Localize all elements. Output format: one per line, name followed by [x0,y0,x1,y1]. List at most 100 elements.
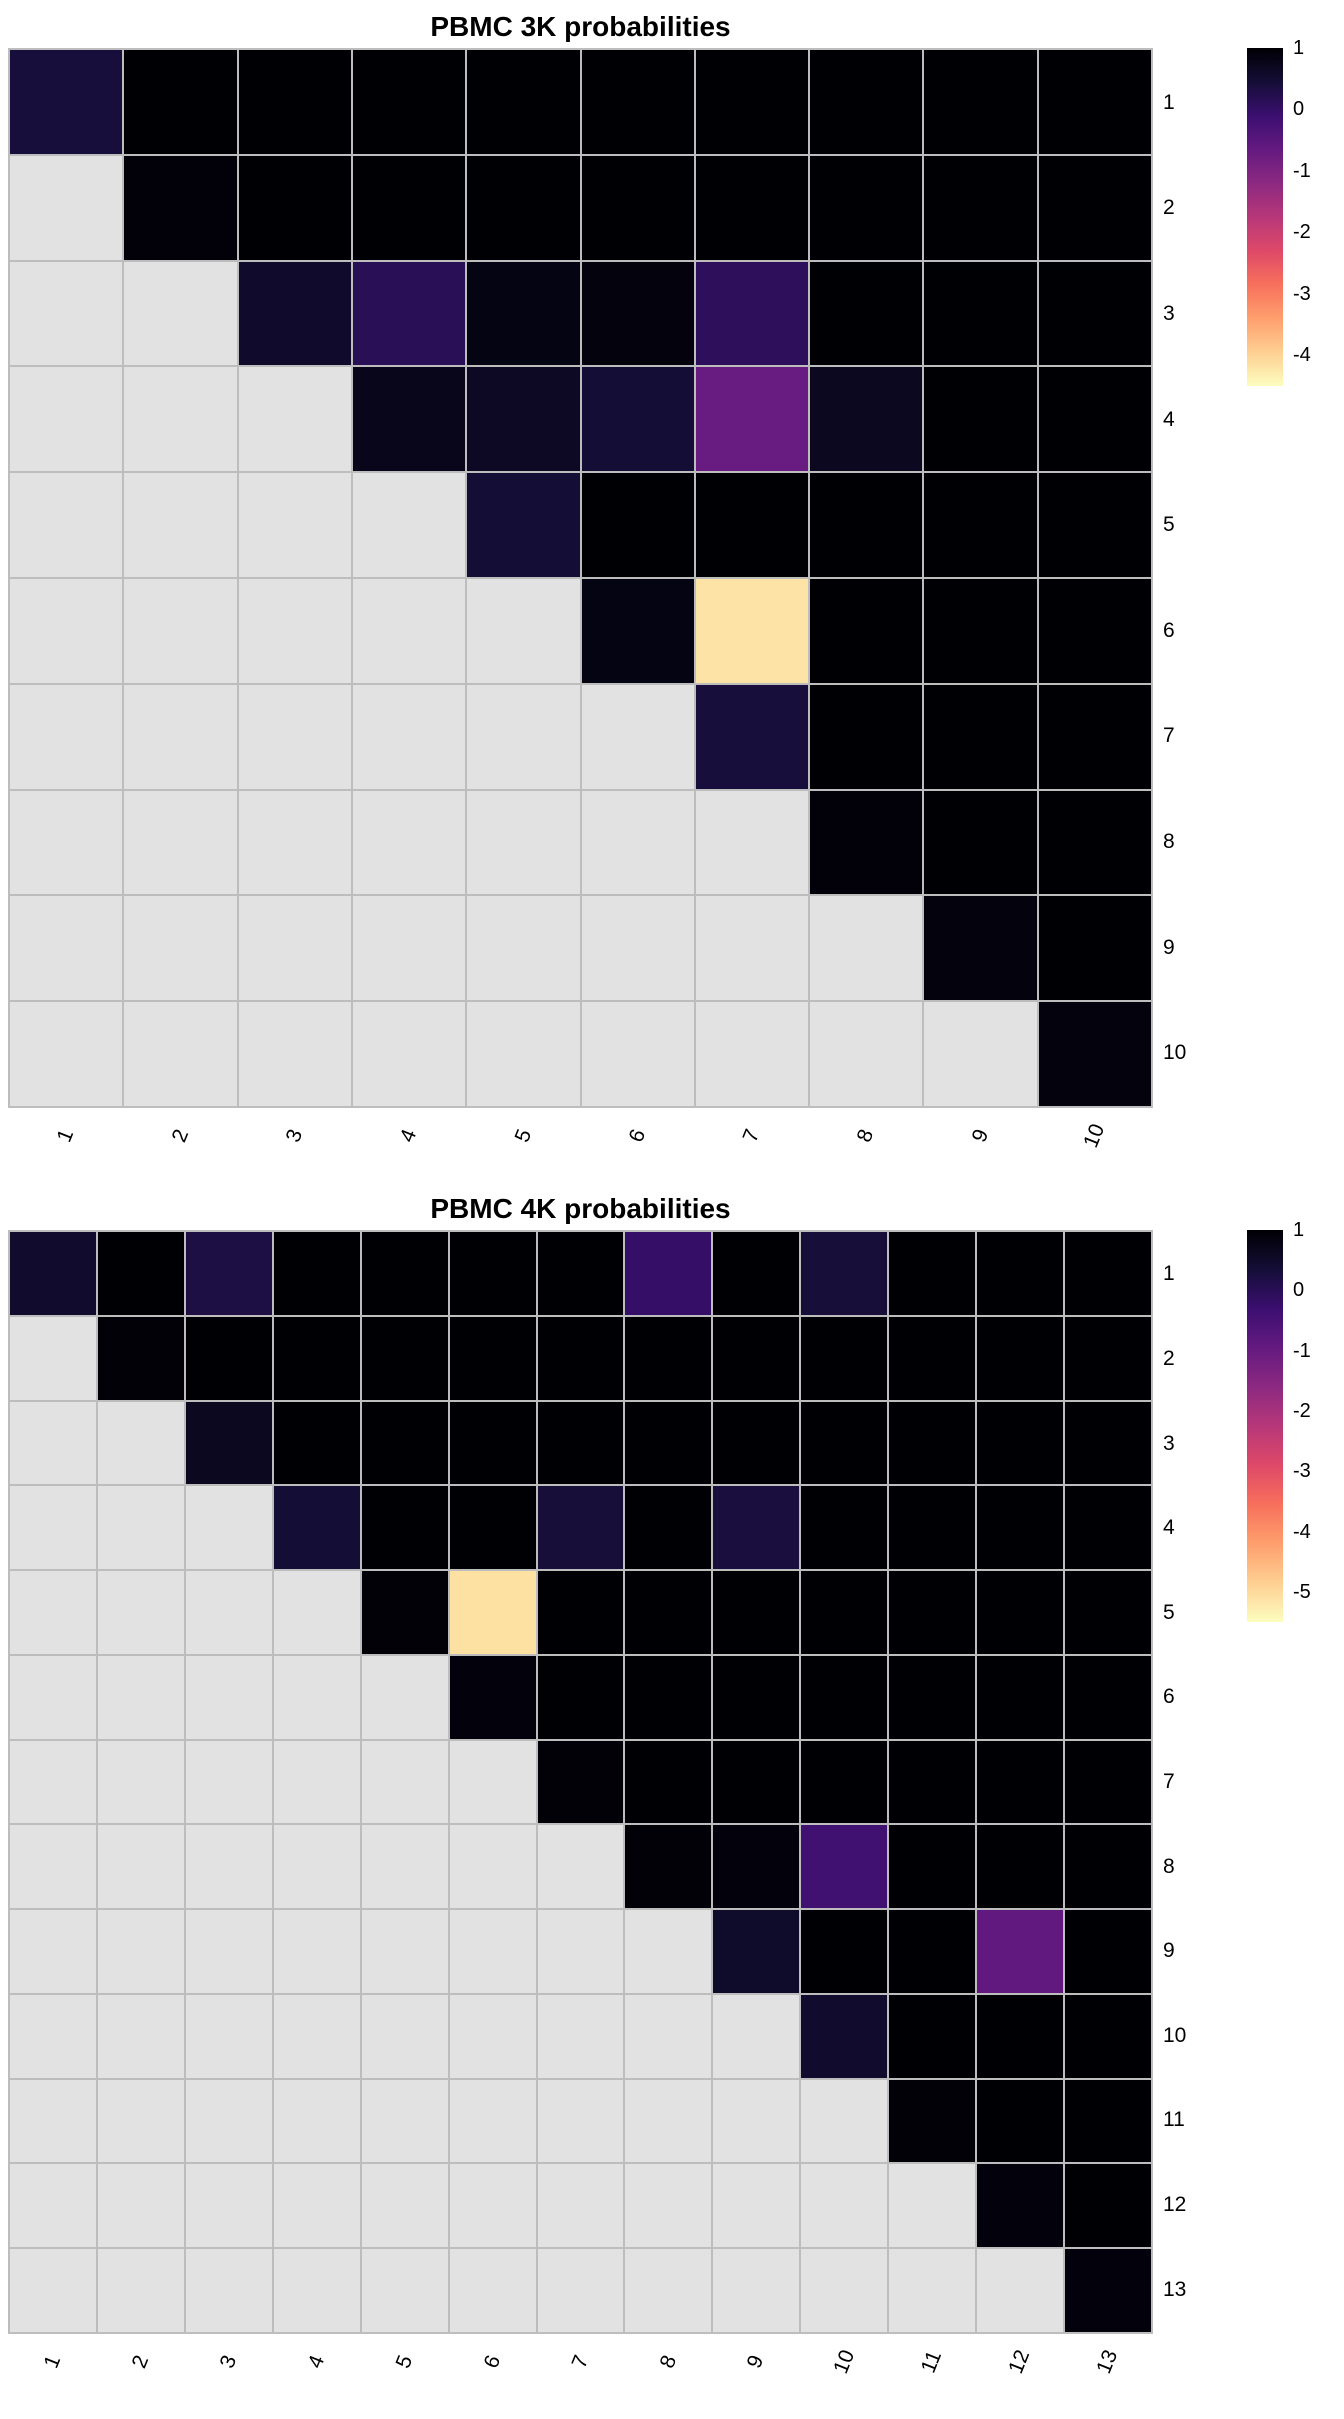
x-axis-tick-label: 3 [215,2352,242,2372]
heatmap-cell [10,1486,96,1570]
heatmap-cell [977,1910,1064,1993]
heatmap-cell [537,1994,624,2078]
heatmap-cell [124,684,237,789]
plot-column: PBMC 4K probabilities 1 2 3 4 5 6 7 8 9 10 11 12 13 [8,1188,1153,2400]
heatmap-cell [801,1910,888,1993]
plot-column: PBMC 3K probabilities 1 2 3 4 5 6 7 8 9 10 [8,6,1153,1168]
y-axis-tick-label: 11 [1163,2108,1185,2132]
heatmap-cell [889,1825,976,1909]
heatmap-cell [449,1486,536,1570]
heatmap-cell [124,261,237,366]
heatmap-cell [124,896,237,1001]
heatmap-cell [97,1825,184,1909]
heatmap-cell [695,1002,809,1106]
chart-title: PBMC 4K probabilities [430,1193,731,1224]
heatmap-cell [97,1232,184,1315]
heatmap-cell [10,1571,96,1654]
heatmap-cell [273,1401,360,1485]
x-axis-tick-label: 2 [167,1126,193,1146]
heatmap-cell [713,1316,800,1400]
heatmap-cell [1065,1401,1151,1485]
heatmap-cell [810,1002,923,1106]
heatmap-cell [801,1825,888,1909]
heatmap-cell [1065,1232,1151,1315]
heatmap-cell [124,1002,237,1106]
heatmap-cell [273,1825,360,1909]
heatmap-cell [124,579,237,683]
x-axis-tick-label: 10 [1079,1120,1110,1151]
heatmap-cell [695,473,809,577]
heatmap-cell [185,1401,272,1485]
colorbar-tick-label: 0 [1293,1279,1305,1302]
heatmap-cell [537,1486,624,1570]
x-axis-tick-label: 10 [828,2346,859,2377]
heatmap-cell [361,1316,448,1400]
heatmap-cell [1038,579,1151,683]
heatmap-cell [10,1994,96,2078]
colorbar-gradient [1247,48,1283,386]
x-axis-tick-label: 2 [127,2352,154,2372]
heatmap-cell [1065,1655,1151,1739]
heatmap-cell [352,896,466,1001]
heatmap-cell [273,1486,360,1570]
colorbar-tick-label: -3 [1293,282,1311,305]
x-axis-tick-label: 5 [510,1126,536,1146]
heatmap-cell [977,1232,1064,1315]
heatmap-cell [695,790,809,895]
y-axis-tick-label: 4 [1163,1516,1175,1540]
heatmap-cell [238,790,351,895]
heatmap-cell [1038,261,1151,366]
heatmap-cell [977,1401,1064,1485]
heatmap-cell [625,1486,712,1570]
heatmap-cell [361,2249,448,2332]
x-axis-tick-label: 9 [743,2352,769,2372]
heatmap-cell [361,1910,448,1993]
heatmap-cell [537,2249,624,2332]
heatmap-cell [801,2164,888,2248]
heatmap-cell [361,2164,448,2248]
heatmap-cell [889,2164,976,2248]
x-axis-tick-label: 11 [916,2347,947,2377]
heatmap-cell [97,1655,184,1739]
heatmap-cell [10,50,123,154]
heatmap-cell [581,896,694,1001]
heatmap-cell [977,1825,1064,1909]
heatmap-cell [361,1232,448,1315]
heatmap-cell [273,1316,360,1400]
x-axis-labels: 1 2 3 4 5 6 7 8 9 10 [8,1108,1153,1168]
heatmap-cell [977,2164,1064,2248]
heatmap-cell [10,1910,96,1993]
heatmap-cell [810,579,923,683]
heatmap-cell [1038,155,1151,260]
heatmap-cell [801,1655,888,1739]
heatmap-cell [352,261,466,366]
y-axis-tick-label: 8 [1163,829,1175,853]
heatmap-cell [185,1232,272,1315]
heatmap-cell [10,2164,96,2248]
colorbar-tick-label: -3 [1293,1460,1311,1483]
heatmap-cell [695,579,809,683]
y-axis-labels: 1 2 3 4 5 6 7 8 9 10 11 12 13 [1153,1230,1199,2334]
heatmap-cell [924,473,1037,577]
heatmap-cell [537,1740,624,1824]
heatmap-cell [467,896,580,1001]
y-axis-tick-label: 8 [1163,1854,1175,1878]
heatmap-cell [924,50,1037,154]
heatmap-cell [625,1825,712,1909]
colorbar-tick-label: -1 [1293,159,1311,182]
heatmap-cell [713,1994,800,2078]
heatmap-cell [977,1994,1064,2078]
heatmap-cell [713,2079,800,2163]
heatmap-cell [273,2164,360,2248]
heatmap-cell [273,1571,360,1654]
heatmap-cell [361,1655,448,1739]
heatmap-cell [10,1316,96,1400]
heatmap-cell [97,2249,184,2332]
heatmap-cell [185,1316,272,1400]
heatmap-cell [97,1486,184,1570]
heatmap-cell [924,579,1037,683]
heatmap-cell [97,1910,184,1993]
heatmap-cell [273,1994,360,2078]
heatmap-cell [1065,1994,1151,2078]
heatmap-cell [1038,1002,1151,1106]
